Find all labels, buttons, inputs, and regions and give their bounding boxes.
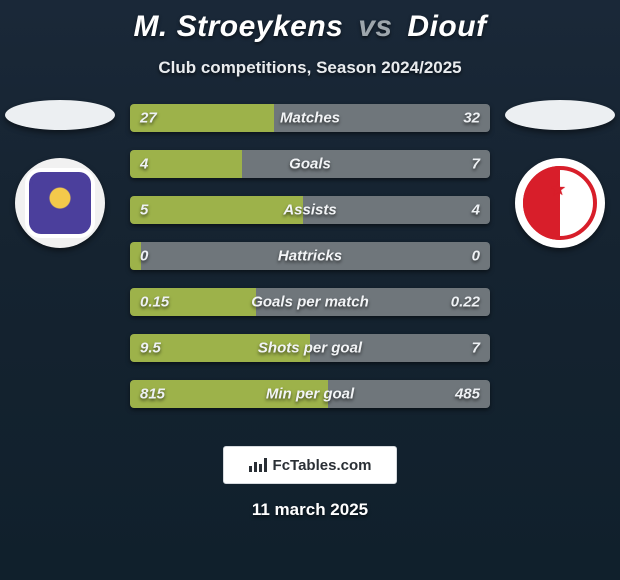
metric-value-left: 4	[140, 156, 148, 173]
logo-text: FcTables.com	[273, 457, 372, 474]
metric-bars: 27 32 Matches 4 7 Goals 5 4 Assists 0 0 Hattricks 0.…	[130, 104, 490, 408]
bar-seg-left	[130, 196, 303, 224]
metric-label: Hattricks	[278, 248, 342, 265]
metric-value-right: 4	[472, 202, 480, 219]
metric-value-left: 0.15	[140, 294, 169, 311]
metric-value-right: 0.22	[451, 294, 480, 311]
bar-seg-right	[242, 150, 490, 178]
card-date: 11 march 2025	[252, 500, 368, 520]
bars-icon	[249, 458, 267, 472]
comparison-card: M. Stroeykens vs Diouf Club competitions…	[0, 0, 620, 580]
fctables-logo: FcTables.com	[223, 446, 397, 484]
vs-label: vs	[358, 10, 392, 43]
metric-row: 9.5 7 Shots per goal	[130, 334, 490, 362]
player2-avatar-placeholder	[505, 100, 615, 130]
metric-label: Min per goal	[266, 386, 354, 403]
metric-value-right: 7	[472, 156, 480, 173]
player2-name: Diouf	[407, 10, 486, 43]
metric-label: Assists	[283, 202, 336, 219]
metric-value-right: 0	[472, 248, 480, 265]
club-crest-anderlecht	[15, 158, 105, 248]
metric-row: 0.15 0.22 Goals per match	[130, 288, 490, 316]
metric-label: Goals per match	[251, 294, 369, 311]
club-crest-slavia: ★	[515, 158, 605, 248]
left-column	[0, 100, 120, 248]
metric-value-left: 9.5	[140, 340, 161, 357]
player1-avatar-placeholder	[5, 100, 115, 130]
card-subtitle: Club competitions, Season 2024/2025	[0, 58, 620, 78]
metric-value-right: 7	[472, 340, 480, 357]
metric-value-left: 815	[140, 386, 165, 403]
metric-value-right: 485	[455, 386, 480, 403]
metric-label: Matches	[280, 110, 340, 127]
metric-row: 4 7 Goals	[130, 150, 490, 178]
metric-row: 5 4 Assists	[130, 196, 490, 224]
metric-value-left: 5	[140, 202, 148, 219]
metric-label: Goals	[289, 156, 331, 173]
metric-value-right: 32	[463, 110, 480, 127]
metric-row: 27 32 Matches	[130, 104, 490, 132]
metric-label: Shots per goal	[258, 340, 362, 357]
card-title: M. Stroeykens vs Diouf	[0, 0, 620, 44]
metric-value-left: 0	[140, 248, 148, 265]
metric-row: 0 0 Hattricks	[130, 242, 490, 270]
metric-value-left: 27	[140, 110, 157, 127]
star-icon: ★	[550, 180, 566, 198]
right-column: ★	[500, 100, 620, 248]
metric-row: 815 485 Min per goal	[130, 380, 490, 408]
player1-name: M. Stroeykens	[133, 10, 343, 43]
comparison-body: ★ 27 32 Matches 4 7 Goals 5 4 Assists 0 0 Hattricks…	[0, 104, 620, 434]
